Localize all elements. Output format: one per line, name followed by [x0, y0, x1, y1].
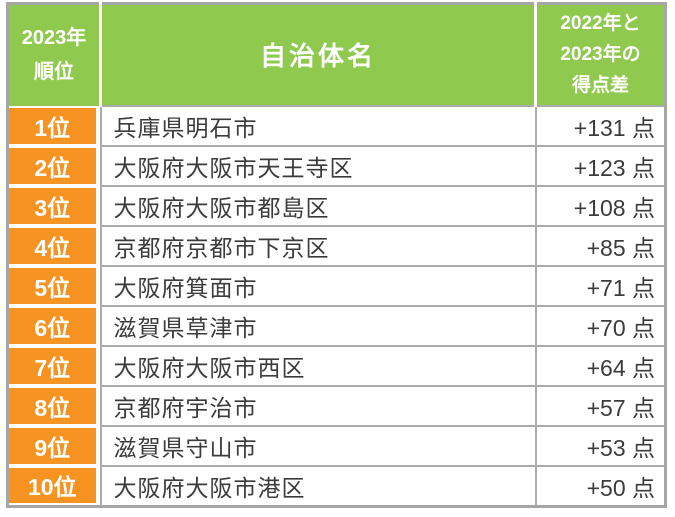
- table-row: 6位 滋賀県草津市 +70 点: [7, 304, 666, 346]
- score-diff-cell: +50 点: [535, 464, 666, 507]
- table-row: 8位 京都府宇治市 +57 点: [7, 384, 666, 426]
- table-row: 3位 大阪府大阪市都島区 +108 点: [7, 184, 666, 226]
- rank-badge: 9位: [9, 427, 96, 464]
- rank-cell: 5位: [7, 265, 102, 306]
- rank-cell: 2位: [7, 145, 102, 186]
- municipality-ranking-table: 2023年 順位 自治体名 2022年と 2023年の 得点差 1位 兵庫県明石…: [6, 2, 667, 508]
- score-diff-cell: +64 点: [535, 344, 666, 386]
- header-rank-2023: 2023年 順位: [7, 3, 101, 106]
- rank-badge: 5位: [9, 267, 96, 304]
- header-score-diff: 2022年と 2023年の 得点差: [534, 3, 666, 106]
- municipality-name-cell: 滋賀県草津市: [100, 304, 537, 346]
- rank-cell: 3位: [7, 185, 102, 226]
- score-diff-cell: +53 点: [535, 424, 666, 466]
- rank-badge: 6位: [9, 307, 96, 344]
- municipality-name-cell: 大阪府箕面市: [100, 264, 537, 306]
- rank-badge: 4位: [9, 227, 96, 264]
- rank-label: 1位: [34, 114, 71, 141]
- rank-label: 7位: [34, 354, 71, 381]
- municipality-name-cell: 京都府京都市下京区: [100, 224, 537, 266]
- header-row: 2023年 順位 自治体名 2022年と 2023年の 得点差: [7, 3, 666, 106]
- table-row: 1位 兵庫県明石市 +131 点: [7, 104, 666, 146]
- rank-badge: 7位: [9, 347, 96, 384]
- table-row: 4位 京都府京都市下京区 +85 点: [7, 224, 666, 266]
- rank-cell: 7位: [7, 345, 102, 386]
- score-diff-cell: +71 点: [535, 264, 666, 306]
- score-diff-cell: +70 点: [535, 304, 666, 346]
- rank-cell: 8位: [7, 385, 102, 426]
- rank-cell: 9位: [7, 425, 102, 466]
- municipality-name-cell: 大阪府大阪市天王寺区: [100, 144, 537, 186]
- rank-label: 10位: [27, 474, 77, 501]
- table-body: 1位 兵庫県明石市 +131 点 2位 大阪府大阪市天王寺区 +123 点 3位…: [7, 104, 666, 507]
- table-row: 2位 大阪府大阪市天王寺区 +123 点: [7, 144, 666, 186]
- score-diff-cell: +57 点: [535, 384, 666, 426]
- municipality-name-cell: 京都府宇治市: [100, 384, 537, 426]
- score-diff-cell: +131 点: [535, 104, 666, 146]
- rank-label: 6位: [34, 314, 71, 341]
- municipality-name-cell: 滋賀県守山市: [100, 424, 537, 466]
- rank-badge: 10位: [9, 467, 96, 503]
- rank-cell: 6位: [7, 305, 102, 346]
- score-diff-cell: +85 点: [535, 224, 666, 266]
- table-row: 7位 大阪府大阪市西区 +64 点: [7, 344, 666, 386]
- rank-label: 8位: [34, 394, 71, 421]
- table-header: 2023年 順位 自治体名 2022年と 2023年の 得点差: [7, 3, 666, 106]
- table-row: 9位 滋賀県守山市 +53 点: [7, 424, 666, 466]
- municipality-name-cell: 兵庫県明石市: [100, 104, 537, 146]
- score-diff-cell: +123 点: [535, 144, 666, 186]
- rank-label: 4位: [34, 234, 71, 261]
- ranking-table-container: 2023年 順位 自治体名 2022年と 2023年の 得点差 1位 兵庫県明石…: [6, 2, 667, 508]
- score-diff-cell: +108 点: [535, 184, 666, 226]
- table-row: 5位 大阪府箕面市 +71 点: [7, 264, 666, 306]
- municipality-name-cell: 大阪府大阪市西区: [100, 344, 537, 386]
- rank-label: 3位: [34, 194, 71, 221]
- rank-badge: 8位: [9, 387, 96, 424]
- rank-badge: 2位: [9, 147, 96, 184]
- header-municipality-name: 自治体名: [99, 3, 536, 106]
- rank-badge: 1位: [9, 107, 96, 144]
- table-row: 10位 大阪府大阪市港区 +50 点: [7, 464, 666, 507]
- rank-badge: 3位: [9, 187, 96, 224]
- municipality-name-cell: 大阪府大阪市港区: [100, 464, 537, 507]
- municipality-name-cell: 大阪府大阪市都島区: [100, 184, 537, 226]
- rank-label: 5位: [34, 274, 71, 301]
- rank-cell: 4位: [7, 225, 102, 266]
- rank-cell: 1位: [7, 105, 102, 146]
- rank-label: 2位: [34, 154, 71, 181]
- rank-cell: 10位: [7, 465, 102, 507]
- rank-label: 9位: [34, 434, 71, 461]
